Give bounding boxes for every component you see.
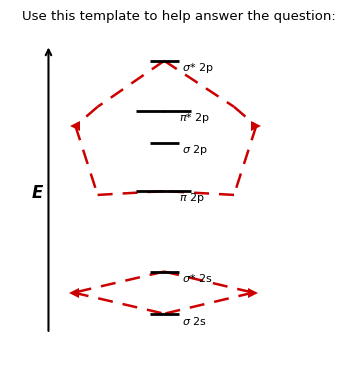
Text: $\sigma$* 2p: $\sigma$* 2p bbox=[182, 61, 213, 74]
Text: $\pi$ 2p: $\pi$ 2p bbox=[178, 191, 204, 205]
Text: $\sigma$* 2s: $\sigma$* 2s bbox=[182, 273, 212, 284]
Text: $\pi$* 2p: $\pi$* 2p bbox=[178, 110, 210, 125]
Text: Use this template to help answer the question:: Use this template to help answer the que… bbox=[22, 10, 335, 23]
Text: E: E bbox=[32, 184, 43, 202]
Text: $\sigma$ 2s: $\sigma$ 2s bbox=[182, 315, 207, 327]
Text: $\sigma$ 2p: $\sigma$ 2p bbox=[182, 143, 208, 157]
